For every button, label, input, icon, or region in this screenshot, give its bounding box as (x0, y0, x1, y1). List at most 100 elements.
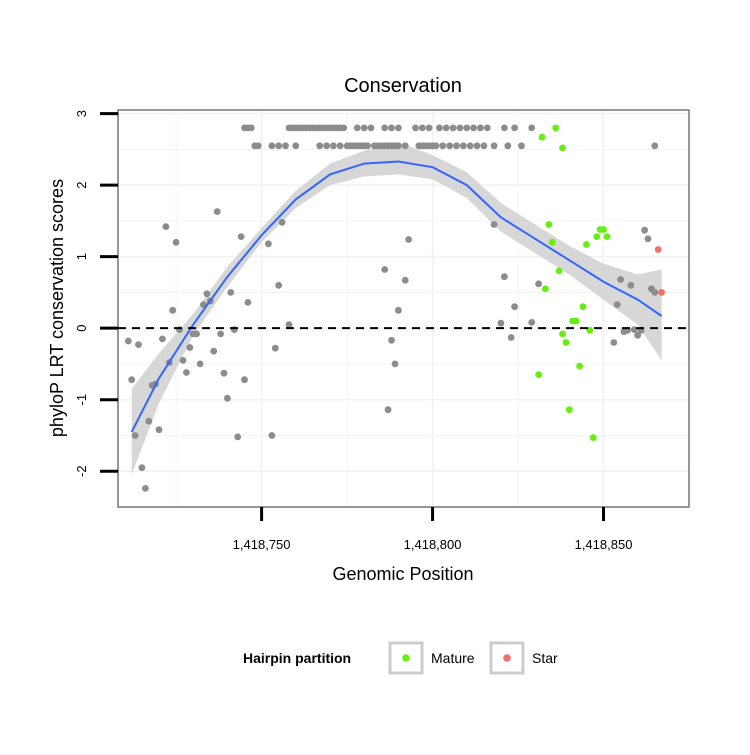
data-point-mature (593, 233, 601, 241)
data-point-other (446, 142, 454, 150)
data-point-other (501, 124, 508, 132)
data-point-other (613, 301, 621, 308)
data-point-other (285, 321, 293, 328)
data-point-other (336, 142, 344, 150)
data-point-other (610, 339, 618, 346)
data-point-other (442, 124, 450, 132)
x-tick-label: 1,418,750 (233, 537, 291, 552)
legend-swatch-mature (402, 654, 410, 662)
data-point-other (453, 142, 460, 150)
data-point-other (323, 142, 330, 150)
data-point-mature (535, 371, 542, 379)
data-point-mature (586, 326, 594, 334)
data-point-mature (565, 406, 573, 414)
data-point-other (330, 142, 337, 150)
data-point-other (388, 124, 395, 132)
data-point-other (124, 337, 132, 345)
data-point-other (401, 142, 409, 150)
data-point-other (497, 319, 505, 327)
data-point-other (247, 124, 255, 132)
data-point-other (282, 142, 289, 150)
data-point-mature (559, 330, 566, 338)
series-other (124, 124, 659, 492)
data-point-other (644, 235, 652, 243)
y-tick-label: 3 (74, 110, 89, 117)
data-point-other (412, 124, 419, 132)
data-point-other (395, 142, 402, 150)
data-point-other (651, 142, 659, 150)
data-point-other (162, 223, 170, 231)
legend-label-mature: Mature (431, 650, 475, 666)
confidence-band-layer (131, 142, 662, 475)
data-point-mature (555, 267, 563, 275)
data-point-other (630, 326, 638, 333)
data-point-mature (548, 238, 556, 246)
data-point-other (275, 142, 283, 150)
data-point-other (470, 124, 477, 132)
series-mature (535, 124, 611, 441)
data-point-mature (542, 285, 549, 293)
data-point-other (128, 376, 136, 384)
x-tick-label: 1,418,800 (404, 537, 462, 552)
data-point-other (227, 289, 235, 296)
legend-swatch-star (503, 654, 511, 662)
data-point-other (535, 280, 542, 288)
data-point-other (131, 432, 139, 439)
data-point-other (244, 299, 252, 306)
data-point-other (466, 142, 474, 150)
data-point-other (381, 124, 389, 132)
data-point-other (340, 124, 348, 132)
data-point-other (364, 142, 371, 150)
data-point-other (401, 276, 409, 284)
legend: Hairpin partition Mature Star (243, 641, 558, 675)
data-point-other (234, 433, 242, 441)
data-point-other (268, 142, 276, 150)
panel-border (117, 109, 690, 508)
data-point-other (518, 142, 525, 150)
data-point-other (142, 485, 149, 492)
data-point-other (271, 344, 279, 352)
data-point-mature (589, 434, 597, 441)
data-point-star (658, 289, 665, 296)
data-point-other (432, 142, 440, 150)
data-point-other (395, 124, 402, 132)
chart-title: Conservation (344, 75, 462, 97)
data-point-other (459, 142, 467, 150)
y-axis-label: phyloP LRT conservation scores (47, 179, 67, 437)
data-point-other (473, 142, 481, 150)
data-point-mature (572, 317, 580, 325)
data-point-other (265, 240, 272, 248)
data-point-other (275, 281, 283, 289)
data-point-other (278, 218, 286, 226)
data-point-other (627, 281, 635, 289)
data-point-mature (559, 144, 566, 152)
x-axis-label: Genomic Position (332, 564, 473, 584)
data-point-mature (583, 241, 590, 248)
y-tick-label: 0 (74, 325, 89, 332)
data-point-mature (576, 362, 583, 370)
y-tick-label: 2 (74, 181, 89, 188)
data-point-other (480, 142, 488, 150)
data-point-other (268, 432, 276, 439)
data-point-other (159, 335, 166, 343)
data-point-other (353, 124, 361, 132)
data-point-other (439, 142, 447, 150)
data-point-other (511, 124, 518, 132)
y-axis: -2 -1 0 1 2 3 (74, 110, 118, 477)
data-point-other (172, 238, 180, 246)
data-point-other (418, 124, 426, 132)
data-point-other (186, 344, 194, 351)
data-point-other (367, 124, 375, 132)
data-point-other (381, 266, 389, 273)
data-point-other (528, 319, 536, 326)
data-point-other (138, 464, 146, 472)
data-point-other (388, 336, 395, 344)
data-point-other (617, 276, 624, 283)
data-point-other (528, 124, 536, 132)
legend-title: Hairpin partition (243, 650, 351, 666)
data-point-other (360, 124, 368, 132)
data-point-other (217, 330, 225, 338)
data-point-other (316, 142, 324, 150)
data-point-other (224, 394, 231, 402)
